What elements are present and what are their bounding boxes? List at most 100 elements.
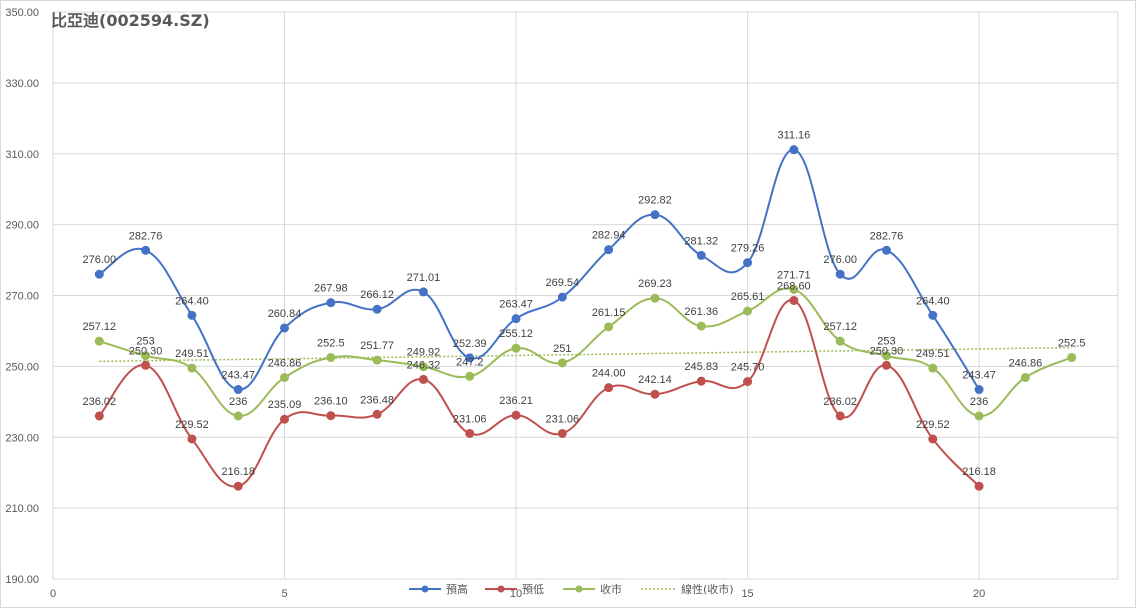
data-point <box>187 363 197 373</box>
data-point <box>743 258 753 268</box>
data-point <box>928 434 938 444</box>
data-point <box>696 321 706 331</box>
data-label: 246.86 <box>268 358 302 370</box>
data-label: 255.12 <box>499 328 533 340</box>
y-tick-label: 190.00 <box>5 574 39 586</box>
data-point <box>372 355 382 365</box>
data-label: 243.47 <box>962 370 996 382</box>
data-label: 269.54 <box>546 277 580 289</box>
data-label: 265.61 <box>731 291 765 303</box>
data-point <box>789 295 799 305</box>
data-label: 229.52 <box>916 419 950 431</box>
data-point <box>557 358 567 368</box>
y-tick-label: 290.00 <box>5 220 39 232</box>
y-tick-label: 350.00 <box>5 7 39 19</box>
data-label: 263.47 <box>499 299 533 311</box>
x-tick-label: 5 <box>281 588 287 600</box>
data-label: 282.76 <box>870 230 904 242</box>
legend-marker <box>497 585 505 593</box>
data-point <box>743 306 753 316</box>
data-point <box>233 481 243 491</box>
data-point <box>881 360 891 370</box>
x-tick-label: 20 <box>973 588 985 600</box>
data-point <box>1020 373 1030 383</box>
data-label: 246.86 <box>1009 358 1043 370</box>
x-tick-label: 10 <box>510 588 522 600</box>
data-point <box>650 210 660 220</box>
data-point <box>1067 353 1077 363</box>
data-point <box>465 428 475 438</box>
x-tick-label: 15 <box>741 588 753 600</box>
legend-marker <box>421 585 429 593</box>
data-label: 268.60 <box>777 280 811 292</box>
data-label: 216.18 <box>962 466 996 478</box>
data-label: 276.00 <box>823 254 857 266</box>
data-point <box>418 362 428 372</box>
data-point <box>789 145 799 155</box>
data-point <box>326 411 336 421</box>
data-point <box>604 383 614 393</box>
data-label: 235.09 <box>268 399 302 411</box>
data-point <box>789 284 799 294</box>
data-label: 236.21 <box>499 395 533 407</box>
data-point <box>233 385 243 395</box>
legend-marker <box>575 585 583 593</box>
data-label: 251.77 <box>360 340 394 352</box>
data-point <box>881 245 891 255</box>
series-line-0 <box>98 148 980 391</box>
data-label: 236 <box>229 396 247 408</box>
x-tick-label: 0 <box>50 588 56 600</box>
data-label: 260.84 <box>268 308 302 320</box>
data-label: 247.2 <box>456 356 484 368</box>
data-label: 282.76 <box>129 230 163 242</box>
data-point <box>974 411 984 421</box>
data-label: 231.06 <box>546 413 580 425</box>
data-label: 253 <box>136 336 154 348</box>
y-tick-label: 310.00 <box>5 149 39 161</box>
data-label: 245.83 <box>684 361 718 373</box>
data-point <box>465 371 475 381</box>
data-label: 249.51 <box>916 348 950 360</box>
data-label: 236.02 <box>82 396 116 408</box>
data-point <box>141 351 151 361</box>
data-label: 253 <box>877 336 895 348</box>
data-point <box>187 310 197 320</box>
data-point <box>511 343 521 353</box>
data-point <box>372 304 382 314</box>
data-label: 267.98 <box>314 283 348 295</box>
data-point <box>511 314 521 324</box>
data-point <box>604 245 614 255</box>
data-label: 236 <box>970 396 988 408</box>
data-point <box>835 269 845 279</box>
data-label: 269.23 <box>638 278 672 290</box>
y-tick-label: 270.00 <box>5 291 39 303</box>
data-label: 251 <box>553 343 571 355</box>
y-tick-label: 250.00 <box>5 361 39 373</box>
data-label: 244.00 <box>592 368 626 380</box>
data-label: 264.40 <box>916 295 950 307</box>
data-point <box>280 373 290 383</box>
data-point <box>557 292 567 302</box>
chart-title: 比亞迪(002594.SZ) <box>51 11 210 30</box>
data-point <box>326 298 336 308</box>
data-label: 236.48 <box>360 394 394 406</box>
data-point <box>187 434 197 444</box>
data-label: 276.00 <box>82 254 116 266</box>
series-line-2 <box>99 287 1073 417</box>
data-label: 231.06 <box>453 413 487 425</box>
data-point <box>280 414 290 424</box>
data-point <box>141 245 151 255</box>
legend-label: 預低 <box>522 583 544 596</box>
data-label: 279.26 <box>731 243 765 255</box>
data-label: 271.71 <box>777 269 811 281</box>
y-tick-label: 330.00 <box>5 78 39 90</box>
data-point <box>835 411 845 421</box>
data-point <box>696 250 706 260</box>
data-point <box>465 353 475 363</box>
data-point <box>94 336 104 346</box>
data-point <box>326 353 336 363</box>
data-point <box>418 287 428 297</box>
data-label: 252.39 <box>453 338 487 350</box>
